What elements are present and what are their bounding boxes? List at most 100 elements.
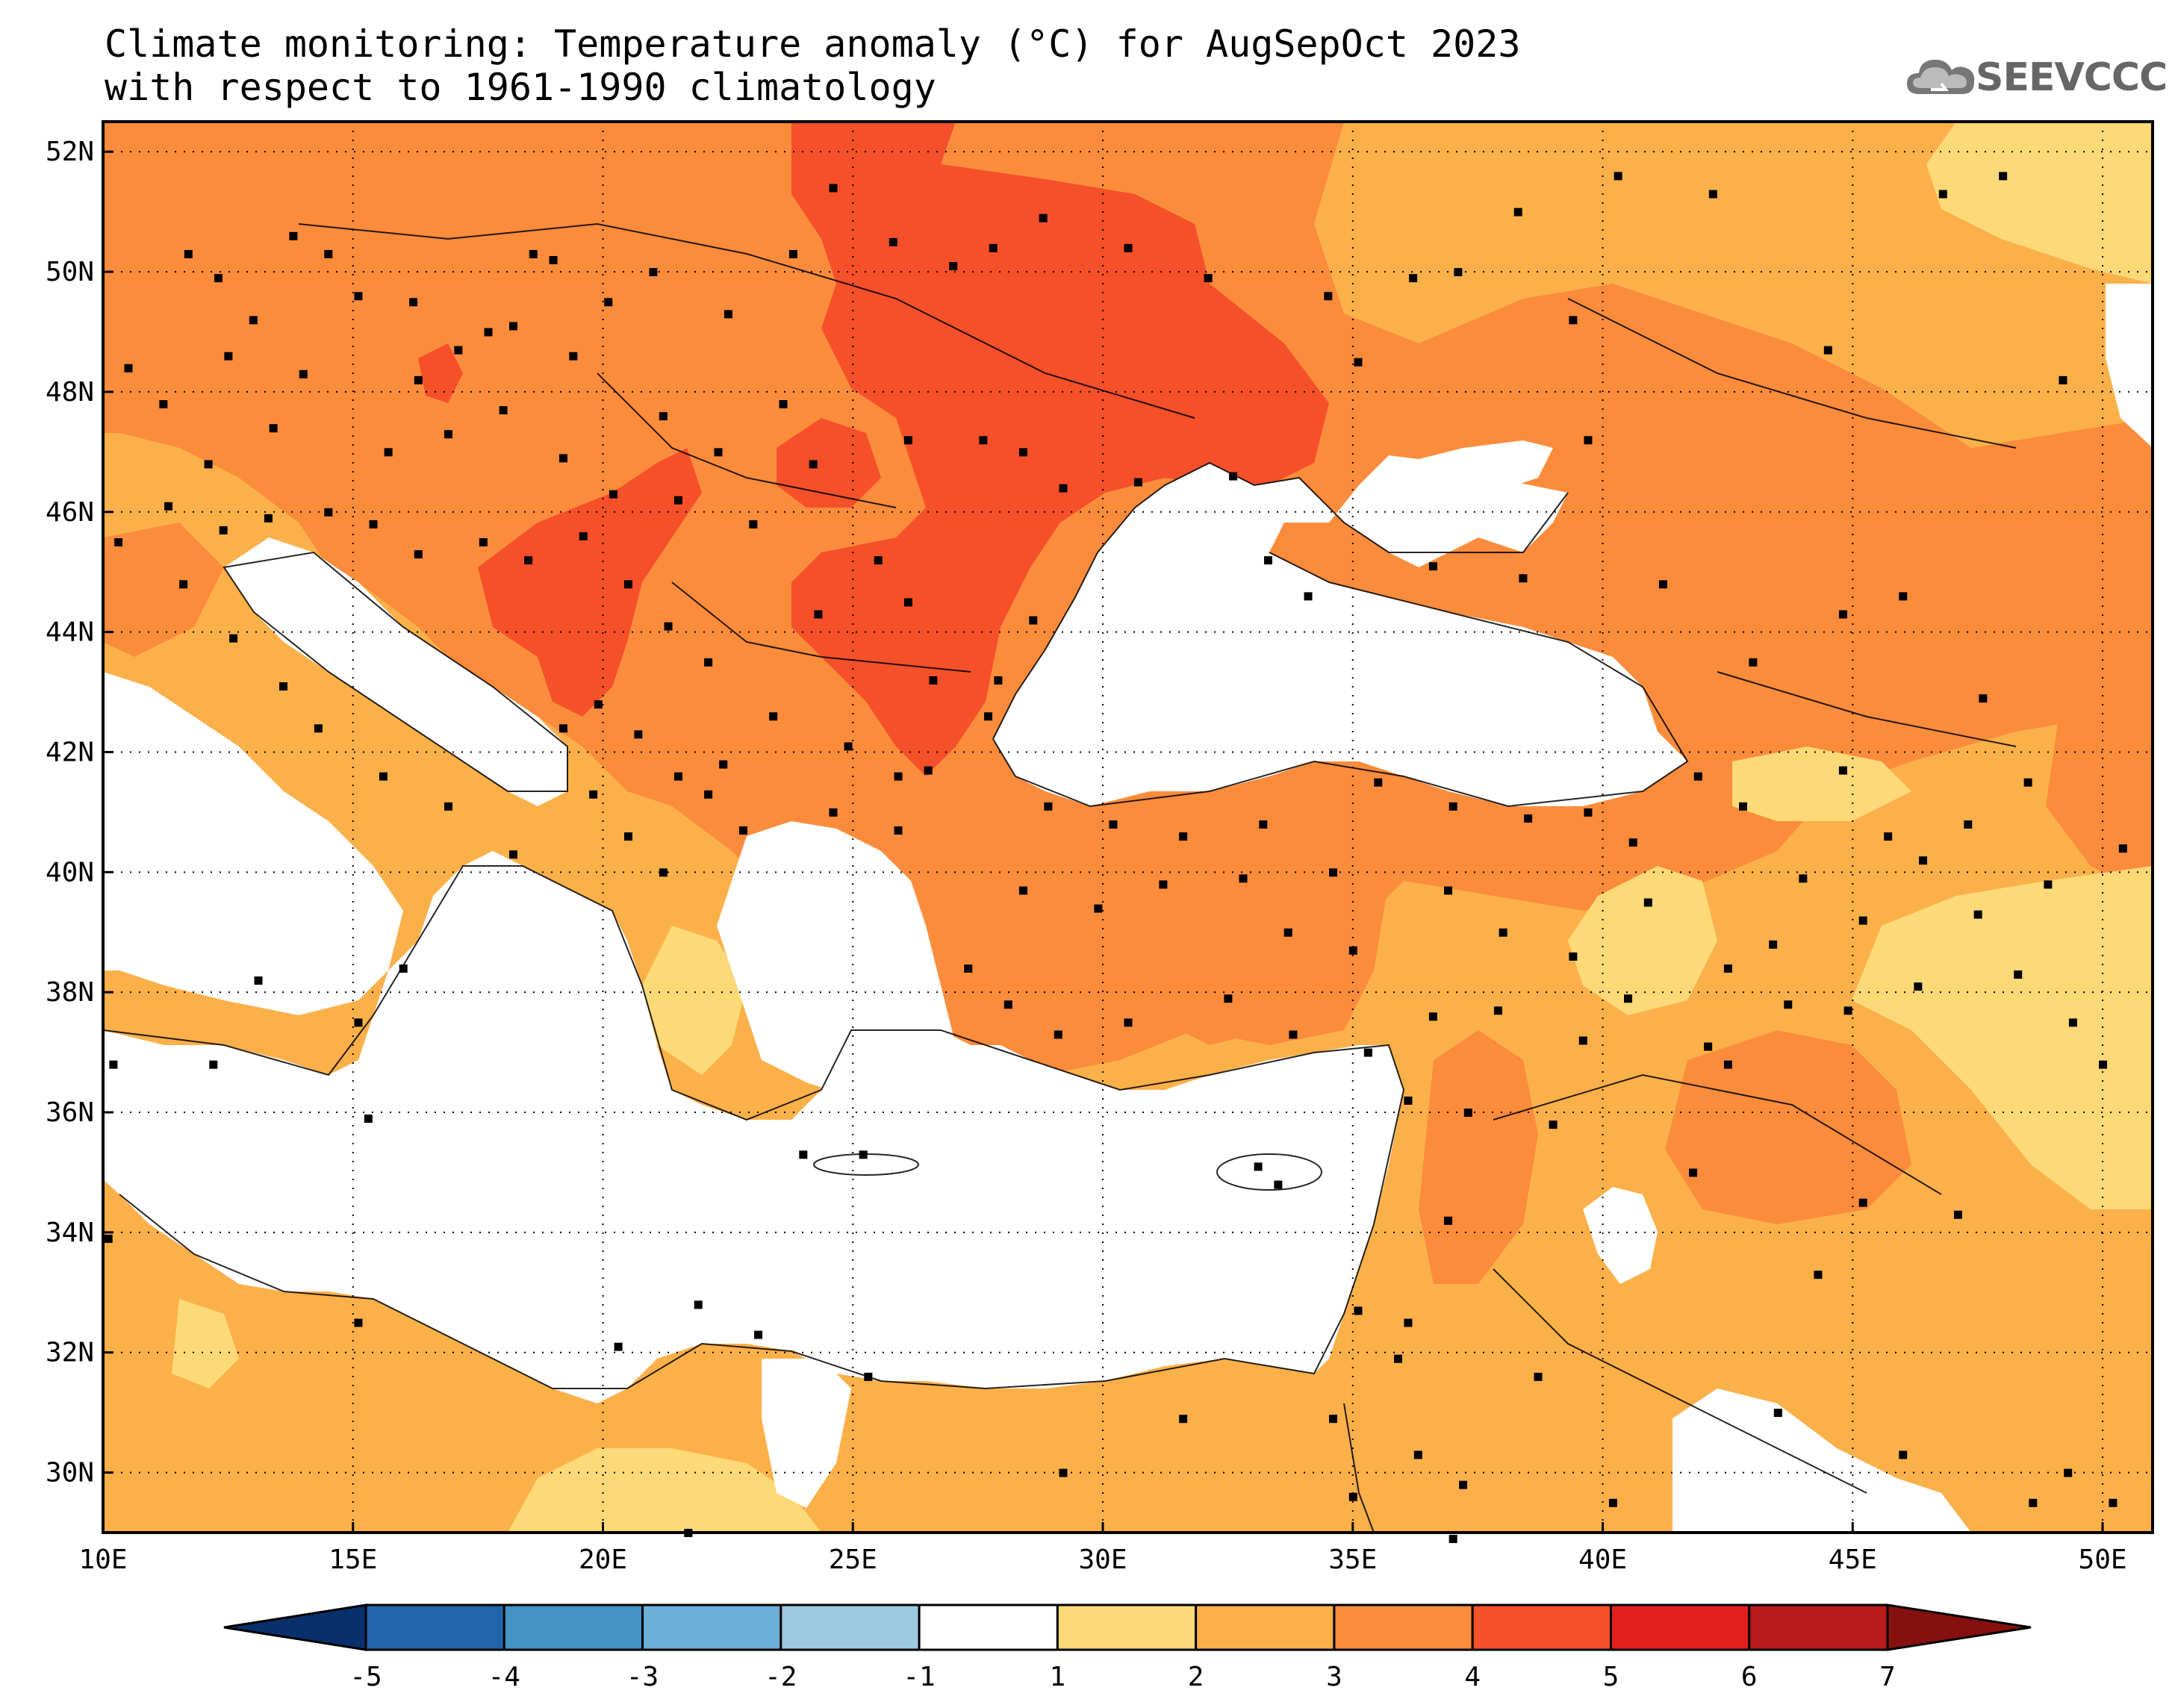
colorbar-label: -5 — [349, 1662, 382, 1692]
station-marker — [829, 184, 838, 193]
station-marker — [454, 346, 463, 355]
lat-tick-label: 36N — [46, 1097, 94, 1128]
station-marker — [379, 772, 388, 781]
station-marker — [279, 682, 288, 691]
station-marker — [1449, 1535, 1457, 1544]
lat-tick-label: 38N — [46, 977, 94, 1008]
map-layers — [103, 122, 2153, 1533]
station-marker — [1409, 274, 1418, 283]
station-marker — [903, 598, 912, 607]
station-marker — [1133, 478, 1142, 487]
station-marker — [594, 700, 603, 709]
station-marker — [499, 406, 508, 415]
station-marker — [184, 249, 193, 258]
colorbar-box — [502, 1603, 644, 1651]
station-marker — [264, 514, 273, 523]
station-marker — [1274, 1180, 1283, 1189]
colorbar-box — [918, 1603, 1059, 1651]
station-marker — [659, 412, 668, 421]
station-marker — [1059, 484, 1068, 493]
station-marker — [714, 448, 723, 457]
lon-tick-label: 30E — [1079, 1545, 1127, 1575]
station-marker — [1624, 994, 1633, 1003]
station-marker — [1973, 910, 1982, 919]
station-marker — [738, 826, 747, 835]
lat-tick-label: 30N — [46, 1458, 94, 1489]
station-marker — [2023, 778, 2032, 787]
lat-tick-label: 46N — [46, 497, 94, 528]
station-marker — [1919, 856, 1928, 865]
adriatic-sea — [224, 537, 567, 806]
station-marker — [2099, 1060, 2108, 1069]
station-marker — [694, 1300, 703, 1309]
station-marker — [159, 400, 168, 408]
colorbar-box — [1748, 1603, 1889, 1651]
station-marker — [314, 724, 323, 733]
station-marker — [1693, 772, 1702, 781]
station-markers — [104, 172, 2127, 1544]
station-marker — [1899, 1450, 1908, 1459]
station-marker — [754, 1330, 763, 1339]
station-marker — [1549, 1121, 1558, 1129]
station-marker — [1569, 952, 1578, 961]
station-marker — [929, 676, 938, 685]
station-marker — [229, 634, 238, 643]
station-marker — [989, 243, 998, 252]
station-marker — [614, 1342, 623, 1351]
station-marker — [994, 676, 1003, 685]
station-marker — [634, 730, 643, 739]
station-marker — [984, 712, 993, 721]
station-marker — [1999, 172, 2008, 181]
no-data-syria — [1583, 1187, 1658, 1284]
colorbar-box — [1609, 1603, 1751, 1651]
lat-tick-label: 40N — [46, 857, 94, 888]
station-marker — [1329, 868, 1337, 877]
colorbar-box — [1333, 1603, 1474, 1651]
station-marker — [114, 537, 123, 546]
station-marker — [1018, 886, 1027, 895]
station-marker — [1914, 982, 1923, 991]
station-marker — [1029, 616, 1038, 625]
station-marker — [1454, 268, 1463, 277]
station-marker — [529, 249, 538, 258]
station-marker — [1449, 802, 1457, 811]
station-marker — [549, 255, 558, 264]
anomaly-3-4-anatolia — [911, 791, 1389, 1075]
logo-text: SEEVCCC — [1976, 55, 2168, 100]
station-marker — [1179, 832, 1188, 841]
colorbar-box — [364, 1603, 505, 1651]
lon-tick-label: 45E — [1829, 1545, 1877, 1575]
anomaly-4-5-balkans — [478, 448, 702, 717]
colorbar-label: -4 — [488, 1662, 520, 1692]
crimea-sea-of-azov — [1359, 440, 1553, 515]
station-marker — [1018, 448, 1027, 457]
anomaly-1-2-northeast — [1926, 122, 2153, 284]
no-data-east — [2106, 284, 2153, 448]
colorbar-box — [1056, 1603, 1198, 1651]
station-marker — [1229, 472, 1238, 481]
lat-tick-label: 34N — [46, 1218, 94, 1248]
station-marker — [894, 772, 903, 781]
station-marker — [1443, 1216, 1452, 1225]
station-marker — [1838, 610, 1847, 619]
anomaly-4-5-hungary — [418, 343, 463, 403]
station-marker — [1708, 190, 1717, 199]
title-line-1: Climate monitoring: Temperature anomaly … — [105, 22, 1521, 66]
station-marker — [1204, 274, 1213, 283]
station-marker — [124, 364, 133, 373]
map-frame — [102, 120, 2154, 1534]
station-marker — [1463, 1109, 1472, 1118]
station-marker — [844, 742, 853, 751]
colorbar-label: 2 — [1188, 1662, 1204, 1692]
station-marker — [1304, 592, 1313, 601]
station-marker — [204, 460, 213, 469]
station-marker — [579, 532, 588, 540]
station-marker — [724, 310, 732, 319]
station-marker — [1124, 243, 1133, 252]
station-marker — [2044, 880, 2053, 889]
station-marker — [924, 766, 933, 775]
station-marker — [1354, 358, 1363, 367]
station-marker — [1704, 1042, 1713, 1051]
anomaly-1-2-libya — [508, 1448, 821, 1533]
station-marker — [109, 1060, 118, 1069]
